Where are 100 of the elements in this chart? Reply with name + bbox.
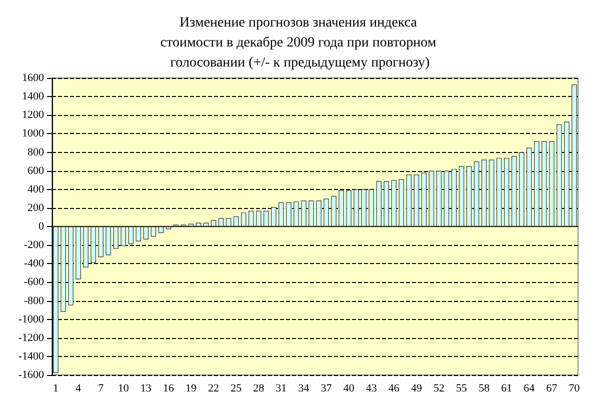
y-tick-label: 1600 xyxy=(22,72,44,84)
x-tick-label: 37 xyxy=(320,382,332,394)
bar xyxy=(218,218,224,226)
x-tick-label: 16 xyxy=(162,382,174,394)
x-tick-label: 49 xyxy=(410,382,422,394)
bar xyxy=(474,162,480,226)
bar xyxy=(196,222,202,226)
y-tick-label: 1400 xyxy=(22,90,44,103)
bar xyxy=(264,210,269,226)
x-tick-label: 19 xyxy=(186,382,198,394)
x-tick-label: 61 xyxy=(501,382,512,394)
bar xyxy=(166,226,172,230)
bar xyxy=(572,84,577,226)
y-tick-label: -600 xyxy=(24,276,44,288)
bar xyxy=(526,148,532,226)
y-tick-label: -200 xyxy=(24,239,44,252)
bar xyxy=(406,174,412,226)
x-tick-label: 43 xyxy=(366,382,378,394)
bar xyxy=(98,226,104,258)
bar xyxy=(210,220,216,226)
bar xyxy=(158,226,164,233)
x-tick-label: 52 xyxy=(433,382,444,394)
bar xyxy=(481,160,487,226)
bar xyxy=(83,226,88,268)
bar xyxy=(361,189,366,226)
bar xyxy=(519,152,524,226)
bar xyxy=(240,212,246,226)
bar xyxy=(294,201,299,226)
bar xyxy=(414,174,420,226)
bar xyxy=(301,200,306,226)
x-tick-label: 28 xyxy=(253,382,265,394)
bar xyxy=(120,226,126,246)
x-tick-label: 31 xyxy=(276,382,287,394)
bar xyxy=(106,226,111,256)
x-tick-label: 1 xyxy=(53,382,59,394)
bar xyxy=(354,189,359,226)
bar xyxy=(324,198,329,226)
bar xyxy=(428,170,434,226)
bar xyxy=(76,226,81,280)
bar xyxy=(286,202,292,226)
bar xyxy=(458,166,464,226)
x-tick-label: 70 xyxy=(568,382,580,394)
x-tick-label: 10 xyxy=(118,382,130,394)
y-tick-label: -1000 xyxy=(18,313,44,326)
bar xyxy=(542,141,547,226)
y-tick-label: -400 xyxy=(24,258,44,270)
bar xyxy=(68,226,74,306)
y-tick-label: -1600 xyxy=(18,369,44,381)
x-tick-label: 55 xyxy=(456,382,468,394)
bar xyxy=(466,166,472,226)
y-tick-label: 1200 xyxy=(22,109,44,122)
bar xyxy=(53,226,58,374)
y-tick-label: 400 xyxy=(28,183,44,196)
bar xyxy=(436,170,442,226)
bar xyxy=(512,156,517,226)
x-tick-label: 13 xyxy=(140,382,152,394)
bar xyxy=(421,172,427,226)
bar xyxy=(113,226,118,249)
x-tick-label: 34 xyxy=(298,382,310,394)
y-tick-label: 0 xyxy=(38,220,44,232)
bar xyxy=(60,226,66,312)
x-tick-label: 25 xyxy=(230,382,242,394)
bar xyxy=(504,158,510,226)
chart-title: Изменение прогнозов значения индекса стоимости в декабре 2009 года при повторном голосовании (+/- к предыдущему прогнозу) xyxy=(160,16,440,70)
y-tick-label: 800 xyxy=(28,146,44,158)
bar xyxy=(444,170,450,226)
bar xyxy=(331,196,336,226)
bar xyxy=(384,181,390,226)
bar xyxy=(233,216,239,226)
bar xyxy=(308,200,314,226)
y-tick-label: 600 xyxy=(28,164,44,177)
bar xyxy=(496,158,502,226)
bar xyxy=(128,226,134,244)
y-tick-label: 1000 xyxy=(22,128,44,140)
bar xyxy=(271,207,276,226)
x-tick-label: 46 xyxy=(388,382,400,394)
x-tick-label: 67 xyxy=(546,382,558,394)
x-tick-label: 7 xyxy=(98,382,104,394)
bar xyxy=(398,179,404,226)
bar xyxy=(549,141,554,226)
x-tick-label: 58 xyxy=(478,382,490,394)
bar xyxy=(278,202,284,226)
x-tick-label: 40 xyxy=(343,382,355,394)
bar xyxy=(338,190,344,226)
y-tick-label: -800 xyxy=(24,294,44,307)
bar xyxy=(368,189,374,226)
bar xyxy=(143,226,149,240)
y-tick-label: -1400 xyxy=(18,350,44,362)
bar xyxy=(256,210,262,226)
x-tick-label: 22 xyxy=(208,382,220,394)
bar xyxy=(376,181,382,226)
y-tick-label: 200 xyxy=(28,202,44,214)
x-tick-label: 64 xyxy=(524,382,536,394)
bar xyxy=(248,210,254,226)
y-tick-label: -1200 xyxy=(18,332,44,344)
bar xyxy=(90,226,96,263)
bar xyxy=(534,141,540,226)
bar xyxy=(226,218,232,226)
bar xyxy=(391,180,397,226)
bar xyxy=(556,124,562,226)
